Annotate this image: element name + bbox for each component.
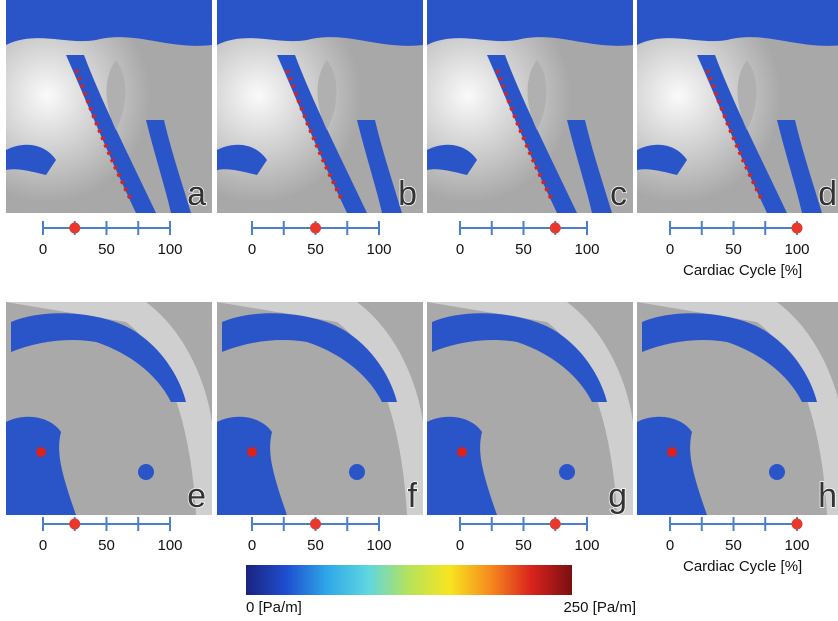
tick-label: 50 <box>725 241 742 258</box>
cycle-marker <box>310 519 321 530</box>
tick-label: 50 <box>307 537 324 554</box>
axis-title: Cardiac Cycle [%] <box>683 558 802 575</box>
cycle-marker <box>310 223 321 234</box>
panel-letter: c <box>610 175 627 213</box>
cycle-marker <box>792 519 803 530</box>
tick-label: 50 <box>515 537 532 554</box>
panel-letter: a <box>187 175 206 213</box>
tick-label: 100 <box>157 241 182 258</box>
tick-label: 100 <box>157 537 182 554</box>
tick-label: 100 <box>784 537 809 554</box>
tick-label: 100 <box>574 537 599 554</box>
tick-label: 0 <box>248 241 256 258</box>
tick-label: 0 <box>456 537 464 554</box>
figure: a 0 50 100 b 0 50 100 c 0 50 100 d 0 50 100 Cardiac Cycl… <box>0 0 838 616</box>
cycle-marker <box>550 223 561 234</box>
axis-title: Cardiac Cycle [%] <box>683 262 802 279</box>
panel-letter: e <box>187 477 206 515</box>
panel-letter: f <box>408 477 418 515</box>
panel-letter: b <box>398 175 417 213</box>
tick-label: 50 <box>725 537 742 554</box>
tick-label: 100 <box>784 241 809 258</box>
mri-image <box>217 0 423 213</box>
tick-label: 0 <box>39 537 47 554</box>
mri-image <box>427 302 633 515</box>
tick-label: 0 <box>666 241 674 258</box>
tick-label: 0 <box>248 537 256 554</box>
tick-label: 50 <box>515 241 532 258</box>
tick-label: 100 <box>574 241 599 258</box>
mri-image <box>6 0 212 213</box>
tick-label: 0 <box>666 537 674 554</box>
tick-label: 50 <box>98 537 115 554</box>
colorbar-min: 0 [Pa/m] <box>246 599 302 616</box>
tick-label: 100 <box>366 241 391 258</box>
tick-label: 50 <box>307 241 324 258</box>
cycle-marker <box>69 519 80 530</box>
panel-letter: d <box>818 175 837 213</box>
tick-label: 50 <box>98 241 115 258</box>
mri-image <box>637 302 838 515</box>
panel-letter: g <box>608 477 627 515</box>
colorbar <box>246 565 572 595</box>
mri-image <box>217 302 423 515</box>
cycle-marker <box>69 223 80 234</box>
mri-image <box>637 0 838 213</box>
colorbar-max: 250 [Pa/m] <box>563 599 636 616</box>
tick-label: 0 <box>456 241 464 258</box>
cycle-marker <box>792 223 803 234</box>
mri-image <box>427 0 633 213</box>
tick-label: 0 <box>39 241 47 258</box>
cycle-marker <box>550 519 561 530</box>
tick-label: 100 <box>366 537 391 554</box>
panel-letter: h <box>818 477 837 515</box>
mri-image <box>6 302 212 515</box>
